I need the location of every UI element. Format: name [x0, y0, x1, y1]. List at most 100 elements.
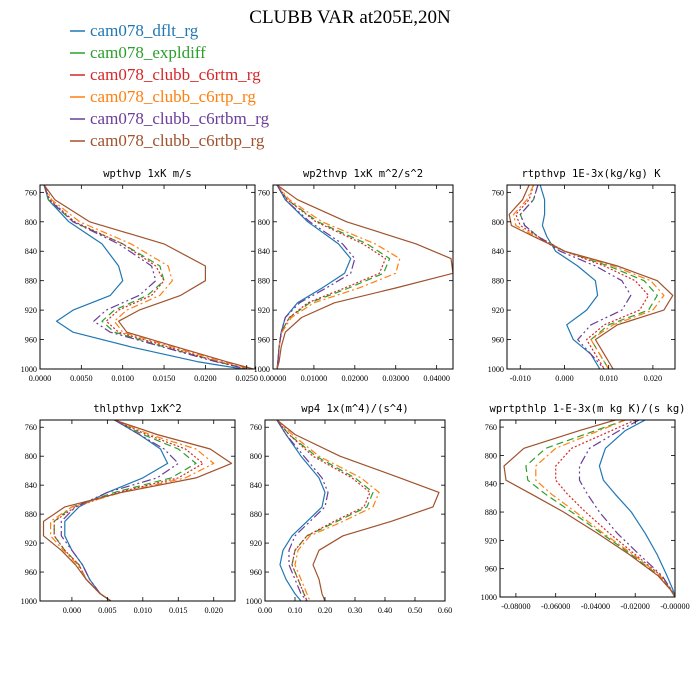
y-tick-label: 960	[492, 336, 504, 345]
y-tick-label: 840	[258, 247, 270, 256]
x-tick-label: 0.00	[258, 606, 272, 615]
panel-4: thlpthvp 1xK^2 760 800 840 880 920 960 1000 0.00…	[21, 403, 236, 615]
plot-frame	[264, 419, 446, 602]
series-line	[276, 185, 453, 369]
y-tick-label: 840	[25, 247, 37, 256]
x-tick-label: 0.03000	[382, 374, 409, 383]
panels: wpthvp 1xK m/s 760 800 840 880 920 960 1000 0.00…	[21, 168, 690, 615]
series-line	[519, 185, 632, 369]
x-tick-label: -0.04000	[581, 602, 610, 611]
y-tick-label: 960	[258, 336, 270, 345]
y-tick-label: 800	[492, 218, 504, 227]
y-tick-label: 800	[250, 452, 262, 461]
y-tick-label: 800	[485, 451, 497, 460]
series-line	[43, 185, 252, 369]
y-tick-label: 920	[485, 536, 497, 545]
series-line	[64, 420, 169, 601]
figure-title: CLUBB VAR at205E,20N	[249, 7, 451, 28]
series-line	[276, 185, 391, 369]
y-tick-label: 840	[492, 247, 504, 256]
y-tick-label: 1000	[481, 593, 497, 602]
y-tick-label: 920	[492, 306, 504, 315]
legend-item: cam078_clubb_c6rtbm_rg	[70, 109, 270, 128]
series-lines	[43, 185, 254, 369]
x-tick-label: 0.20	[318, 606, 332, 615]
legend-label: cam078_clubb_c6rtp_rg	[90, 87, 256, 106]
plot-frame	[499, 419, 676, 598]
panel-2: wp2thvp 1xK m^2/s^2 760 800 840 880 920 960 100…	[254, 168, 454, 383]
y-tick-label: 840	[485, 480, 497, 489]
x-tick-label: -0.08000	[501, 602, 530, 611]
x-tick-label: 0.0050	[70, 374, 93, 383]
series-lines	[276, 420, 440, 601]
series-line	[276, 420, 380, 601]
x-tick-label: -0.00000	[660, 602, 689, 611]
series-lines	[508, 185, 674, 369]
legend-label: cam078_clubb_c6rtbm_rg	[90, 109, 270, 128]
x-tick-label: 0.02000	[342, 374, 369, 383]
series-line	[519, 185, 658, 369]
y-tick-label: 1000	[21, 597, 37, 606]
x-tick-label: 0.010	[599, 374, 617, 383]
y-tick-label: 800	[25, 452, 37, 461]
series-line	[539, 185, 601, 369]
legend-label: cam078_clubb_c6rtbp_rg	[90, 131, 265, 150]
panel-title: wpthvp 1xK m/s	[103, 168, 192, 180]
y-tick-label: 880	[492, 277, 504, 286]
series-line	[276, 185, 356, 369]
legend-label: cam078_dflt_rg	[90, 21, 199, 40]
panel-title: wp2thvp 1xK m^2/s^2	[303, 168, 423, 180]
legend-item: cam078_clubb_c6rtbp_rg	[70, 131, 265, 150]
y-tick-label: 1000	[488, 365, 504, 374]
y-tick-label: 760	[492, 188, 504, 197]
panel-title: wprtpthlp 1-E-3x(m kg K)/(s kg)	[490, 403, 686, 415]
series-line	[60, 420, 179, 601]
series-line	[276, 420, 374, 601]
x-tick-label: 0.50	[408, 606, 422, 615]
series-line	[578, 420, 675, 597]
y-tick-label: 960	[485, 565, 497, 574]
series-line	[276, 420, 326, 601]
y-tick-label: 1000	[254, 365, 270, 374]
x-tick-label: -0.06000	[541, 602, 570, 611]
series-line	[276, 420, 329, 601]
y-tick-label: 960	[250, 568, 262, 577]
series-line	[515, 185, 650, 369]
y-tick-label: 800	[258, 218, 270, 227]
y-tick-label: 880	[258, 277, 270, 286]
legend-label: cam078_expldiff	[90, 43, 206, 62]
y-tick-label: 920	[250, 539, 262, 548]
y-tick-label: 840	[25, 481, 37, 490]
y-tick-label: 920	[258, 306, 270, 315]
plot-frame	[39, 184, 256, 370]
y-tick-label: 880	[485, 508, 497, 517]
y-tick-label: 920	[25, 539, 37, 548]
plot-frame	[272, 184, 454, 370]
series-line	[43, 185, 254, 369]
series-line	[43, 185, 247, 369]
x-tick-label: 0.020	[644, 374, 662, 383]
x-tick-label: 0.005	[98, 606, 116, 615]
series-line	[503, 420, 675, 597]
y-tick-label: 880	[25, 277, 37, 286]
x-tick-label: 0.0150	[153, 374, 176, 383]
y-tick-label: 760	[250, 423, 262, 432]
y-tick-label: 840	[250, 481, 262, 490]
series-line	[42, 420, 233, 601]
series-line	[508, 185, 674, 369]
series-line	[512, 185, 665, 369]
x-tick-label: 0.020	[205, 606, 223, 615]
plot-frame	[506, 184, 676, 370]
y-tick-label: 880	[25, 510, 37, 519]
x-tick-label: -0.010	[510, 374, 531, 383]
y-tick-label: 760	[25, 188, 37, 197]
series-lines	[503, 420, 675, 597]
x-tick-label: 0.40	[378, 606, 392, 615]
x-tick-label: 0.010	[134, 606, 152, 615]
panel-3: rtpthvp 1E-3x(kg/kg) K 760 800 840 880 920 960…	[488, 168, 676, 383]
panel-1: wpthvp 1xK m/s76080084088092096010000.00…	[21, 168, 258, 383]
panel-title: rtpthvp 1E-3x(kg/kg) K	[521, 168, 661, 180]
series-line	[598, 420, 675, 597]
legend-item: cam078_clubb_c6rtm_rg	[70, 65, 261, 84]
